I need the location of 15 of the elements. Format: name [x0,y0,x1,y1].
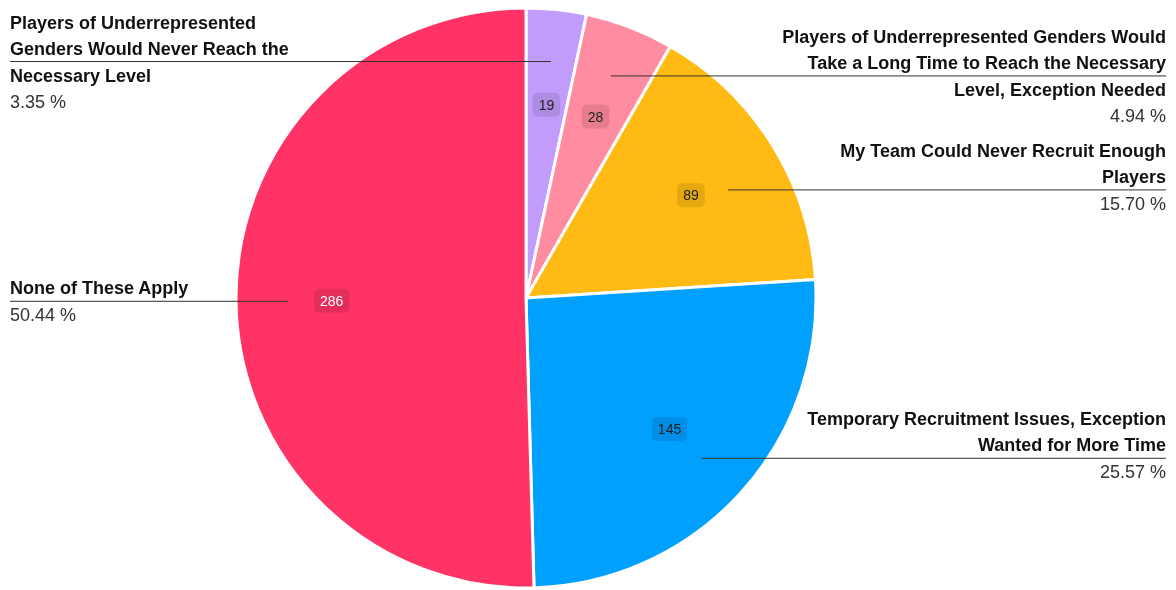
data-label: 145 [657,420,682,437]
text: 4.94 % [1109,105,1166,126]
slice-label: Players of Underrepresented Genders Would Never Reach the Necessary Level [10,12,289,86]
data-label: 19 [538,96,555,113]
text: 25.57 % [1099,462,1166,483]
slice-label: Temporary Recruitment Issues, Exception Wanted for More Time [807,409,1166,456]
text: 15.70 % [1099,193,1166,214]
slice-label: None of These Apply [10,278,189,299]
slice-label: Players of Underrepresented Genders Would Take a Long Time to Reach the Necessary Level, Exception Needed [782,26,1166,100]
data-label: 89 [683,187,699,204]
slice-label: My Team Could Never Recruit Enough Players [840,140,1166,187]
data-label: 286 [320,292,344,309]
data-label: 28 [587,108,604,125]
text: 3.35 % [10,91,67,112]
text: 50.44 % [10,305,77,326]
